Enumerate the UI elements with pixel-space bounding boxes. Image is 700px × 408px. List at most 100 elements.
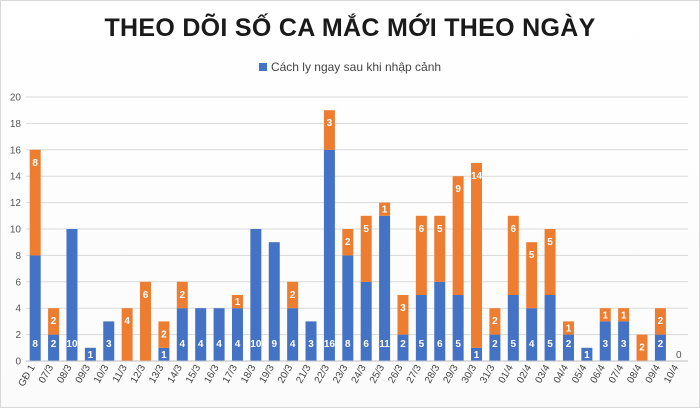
- x-tick-label: 03/4: [533, 363, 552, 386]
- bar-isolation: [66, 229, 78, 361]
- data-label: 8: [345, 339, 351, 350]
- data-label: 5: [455, 339, 461, 350]
- data-label: 5: [419, 339, 425, 350]
- bar-isolation: [397, 334, 409, 361]
- data-label: 1: [621, 310, 627, 321]
- bar-other: [29, 149, 41, 256]
- data-label: 2: [658, 339, 664, 350]
- data-label: 9: [271, 339, 277, 350]
- data-label: 3: [400, 303, 406, 314]
- bar-isolation: [618, 321, 630, 361]
- bar-other: [121, 308, 133, 361]
- x-tick-label: 09/3: [74, 363, 93, 386]
- bar-other: [379, 202, 391, 216]
- data-label: 4: [198, 339, 204, 350]
- data-label: 1: [566, 324, 572, 335]
- y-tick-label: 10: [10, 225, 22, 236]
- bar-isolation: [415, 295, 427, 361]
- data-label: 1: [88, 350, 94, 361]
- bar-other: [471, 163, 483, 348]
- x-tick-label: 10/4: [662, 363, 681, 386]
- y-tick-label: 4: [15, 304, 21, 315]
- data-label: 6: [419, 224, 425, 235]
- data-label: 4: [529, 339, 535, 350]
- bar-other: [231, 295, 243, 309]
- data-label: 1: [602, 310, 608, 321]
- bar-other: [176, 281, 188, 309]
- x-tick-label: 29/3: [441, 363, 460, 386]
- x-tick-label: 07/3: [37, 363, 56, 386]
- bar-isolation: [489, 334, 501, 361]
- bar-isolation: [452, 295, 464, 361]
- data-label: 3: [308, 339, 314, 350]
- x-tick-label: 17/3: [221, 363, 240, 386]
- legend-swatch-blue: [258, 62, 267, 71]
- data-label: 4: [216, 339, 222, 350]
- bar-isolation: [581, 347, 593, 361]
- bar-isolation: [213, 308, 225, 361]
- data-label: 5: [511, 339, 517, 350]
- bar-other: [599, 308, 611, 322]
- x-tick-label: 02/4: [515, 363, 534, 386]
- y-tick-label: 2: [15, 330, 21, 341]
- bar-isolation: [250, 229, 262, 361]
- bar-isolation: [268, 242, 280, 361]
- data-label: 4: [235, 339, 241, 350]
- data-label: 2: [51, 316, 57, 327]
- bar-isolation: [562, 334, 574, 361]
- bar-isolation: [526, 308, 538, 361]
- data-label: 1: [235, 297, 241, 308]
- x-tick-label: 07/4: [607, 363, 626, 386]
- data-label: 2: [51, 339, 57, 350]
- legend-label-isolation: Cách ly ngay sau khi nhập cảnh: [270, 60, 442, 74]
- bar-isolation: [48, 334, 60, 361]
- bar-isolation: [379, 215, 391, 361]
- data-label: 2: [639, 343, 645, 354]
- x-tick-label: 06/4: [589, 363, 608, 386]
- bar-isolation: [103, 321, 115, 361]
- y-tick-label: 16: [10, 145, 22, 156]
- bar-isolation: [231, 308, 243, 361]
- x-tick-label: 28/3: [423, 363, 442, 386]
- data-label: 2: [345, 237, 351, 248]
- bar-other: [158, 321, 170, 348]
- bar-isolation: [507, 295, 519, 361]
- x-tick-label: 11/3: [111, 363, 130, 385]
- x-tick-label: 26/3: [386, 363, 405, 386]
- data-label: 3: [327, 118, 333, 129]
- data-label: 10: [250, 339, 262, 350]
- bar-other: [415, 215, 427, 295]
- bar-isolation: [195, 308, 207, 361]
- x-tick-label: 24/3: [350, 363, 369, 386]
- x-tick-label: 22/3: [313, 363, 332, 386]
- bar-other: [434, 215, 446, 282]
- x-tick-label: 05/4: [570, 363, 589, 386]
- x-tick-label: 10/3: [92, 363, 111, 386]
- data-label: 2: [180, 290, 186, 301]
- bar-other: [507, 215, 519, 295]
- bar-other: [360, 215, 372, 282]
- x-tick-label: 18/3: [239, 363, 258, 386]
- bar-isolation: [360, 281, 372, 361]
- bar-isolation: [342, 255, 354, 361]
- bar-isolation: [654, 334, 666, 361]
- data-label: 5: [547, 339, 553, 350]
- data-label: 3: [621, 339, 627, 350]
- data-label: 8: [32, 339, 38, 350]
- bar-other: [140, 281, 152, 361]
- bar-isolation: [84, 347, 96, 361]
- x-tick-label: 21/3: [294, 363, 313, 386]
- x-tick-label: 16/3: [202, 363, 221, 386]
- bar-isolation: [544, 295, 556, 361]
- bar-isolation: [434, 281, 446, 361]
- bar-other: [562, 321, 574, 335]
- data-label: 6: [437, 339, 443, 350]
- bar-isolation: [29, 255, 41, 361]
- x-tick-label: 15/3: [184, 363, 203, 386]
- bar-other: [452, 176, 464, 295]
- bar-other: [636, 334, 648, 361]
- y-tick-label: 20: [10, 93, 22, 104]
- y-tick-label: 12: [10, 198, 22, 209]
- data-label: 6: [143, 290, 149, 301]
- x-tick-label: 14/3: [166, 363, 185, 386]
